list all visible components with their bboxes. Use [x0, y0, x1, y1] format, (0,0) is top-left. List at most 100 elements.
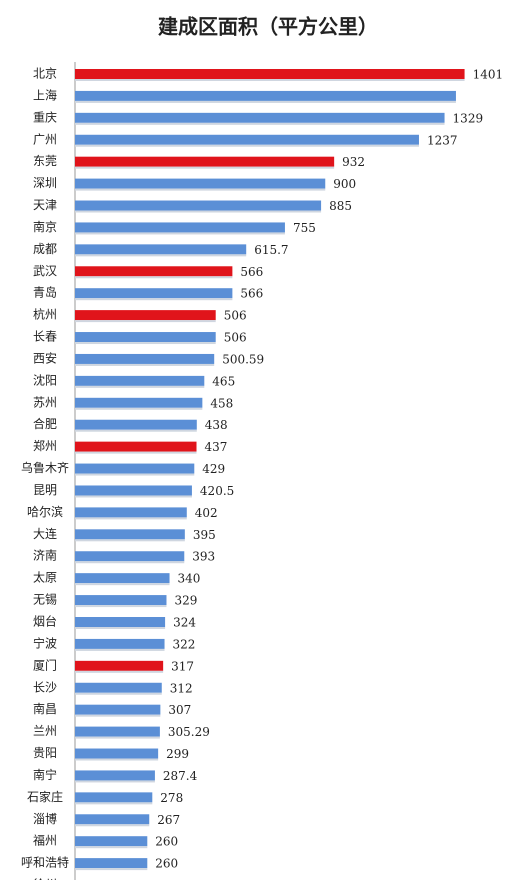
- bar: [75, 573, 170, 584]
- bar: [75, 178, 326, 189]
- bar-shadow: [75, 692, 162, 695]
- value-label: 465: [212, 374, 235, 388]
- bar: [75, 310, 216, 321]
- bar: [75, 726, 160, 737]
- y-tick-label: 石家庄: [27, 789, 63, 804]
- y-tick-label: 乌鲁木齐: [21, 460, 69, 475]
- y-tick-label: 上海: [33, 87, 57, 102]
- value-label: 393: [192, 550, 215, 564]
- bar-shadow: [75, 100, 456, 103]
- y-tick-label: 太原: [33, 570, 57, 585]
- value-label: 438: [205, 418, 228, 432]
- bar: [75, 397, 203, 408]
- y-tick-label: 厦门: [33, 657, 57, 672]
- bar-shadow: [75, 605, 167, 608]
- y-tick-label: 济南: [33, 548, 57, 563]
- bar-shadow: [75, 802, 153, 805]
- value-label: 329: [174, 594, 197, 608]
- y-tick-label: 郑州: [33, 438, 57, 453]
- y-tick-label: 青岛: [33, 285, 57, 300]
- value-label: 278: [160, 791, 183, 805]
- bar-shadow: [75, 583, 170, 586]
- y-tick-label: 武汉: [33, 264, 57, 278]
- bar: [75, 748, 159, 759]
- y-tick-label: 东莞: [33, 154, 57, 168]
- bar: [75, 353, 215, 364]
- bar-shadow: [75, 517, 187, 520]
- value-label: 458: [210, 396, 233, 410]
- y-tick-label: 苏州: [33, 395, 57, 409]
- y-tick-label: 深圳: [33, 176, 57, 190]
- bar: [75, 660, 164, 671]
- value-label: 429: [202, 462, 225, 476]
- value-label: 500.59: [222, 352, 264, 366]
- bar: [75, 704, 161, 715]
- value-label: 615.7: [254, 243, 288, 257]
- bar: [75, 770, 155, 781]
- value-label: 260: [155, 857, 178, 871]
- bar: [75, 419, 197, 430]
- bar-shadow: [75, 166, 335, 169]
- y-tick-label: 天津: [33, 198, 57, 212]
- y-tick-label: 淄博: [33, 811, 57, 826]
- value-label: 1329: [453, 111, 484, 125]
- bar-shadow: [75, 342, 216, 345]
- bar-shadow: [75, 122, 445, 125]
- bar-shadow: [75, 232, 285, 235]
- y-tick-label: 大连: [33, 526, 57, 541]
- value-label: 437: [205, 440, 228, 454]
- bar-shadow: [75, 320, 216, 323]
- chart-title: 建成区面积（平方公里）: [158, 15, 378, 39]
- bar: [75, 112, 445, 123]
- y-tick-label: 长春: [33, 330, 57, 344]
- value-label: 324: [173, 616, 196, 630]
- bar: [75, 332, 216, 343]
- bar-shadow: [75, 451, 197, 454]
- value-label: 299: [166, 747, 189, 761]
- y-tick-label: 呼和浩特: [21, 855, 69, 870]
- y-tick-label: 贵阳: [33, 746, 57, 760]
- value-label: 932: [342, 155, 365, 169]
- bar: [75, 288, 233, 299]
- bar: [75, 375, 205, 386]
- value-label: 307: [168, 703, 191, 717]
- y-tick-label: 杭州: [33, 307, 57, 322]
- value-label: 260: [155, 835, 178, 849]
- bar-shadow: [75, 758, 159, 761]
- bar: [75, 156, 335, 167]
- bar: [75, 134, 419, 145]
- y-tick-label: 烟台: [33, 614, 57, 629]
- value-label: 402: [195, 506, 218, 520]
- bar-shadow: [75, 254, 247, 257]
- y-tick-label: 福州: [33, 833, 57, 848]
- bar: [75, 529, 185, 540]
- y-tick-label: 兰州: [33, 724, 57, 738]
- bar: [75, 222, 285, 233]
- bar-shadow: [75, 846, 148, 849]
- bar-shadow: [75, 780, 155, 783]
- bar: [75, 836, 148, 847]
- value-label: 312: [170, 681, 193, 695]
- bar: [75, 69, 465, 79]
- bar-shadow: [75, 298, 233, 301]
- bar-shadow: [75, 473, 195, 476]
- value-label: 395: [193, 528, 216, 542]
- bar: [75, 682, 162, 693]
- bar-shadow: [75, 714, 161, 717]
- bar: [75, 595, 167, 606]
- value-label: 317: [171, 659, 194, 673]
- bar: [75, 463, 195, 474]
- value-label: 255.2: [154, 879, 188, 880]
- y-tick-label: 长沙: [33, 680, 57, 694]
- bar: [75, 266, 233, 277]
- value-label: 1401: [473, 68, 504, 82]
- value-label: 885: [329, 199, 352, 213]
- value-label: 305.29: [168, 725, 210, 739]
- bar-shadow: [75, 495, 192, 498]
- y-tick-label: 哈尔滨: [27, 504, 63, 519]
- value-label: 420.5: [200, 484, 234, 498]
- bar-shadow: [75, 385, 205, 388]
- bar-shadow: [75, 868, 148, 871]
- bar-shadow: [75, 407, 203, 410]
